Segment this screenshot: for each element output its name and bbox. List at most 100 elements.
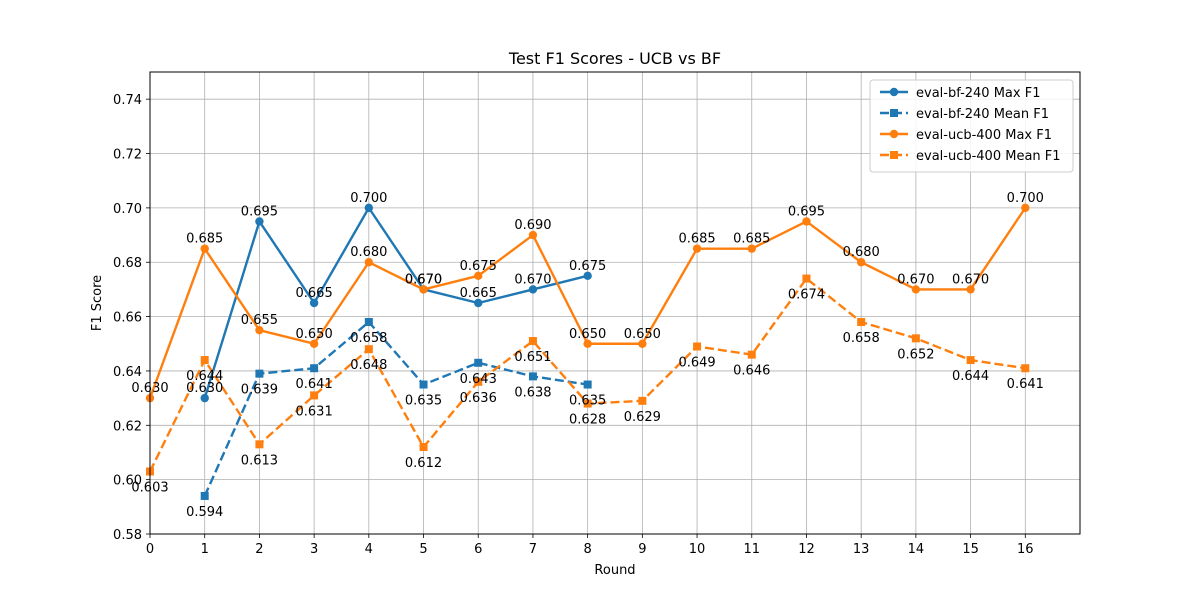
data-label: 0.695 (788, 204, 825, 219)
data-label: 0.650 (296, 327, 333, 342)
data-point-marker (638, 396, 647, 405)
data-point-marker (528, 372, 537, 381)
data-label: 0.635 (405, 394, 442, 409)
data-point-marker (747, 350, 756, 359)
data-point-marker (364, 318, 373, 327)
data-label: 0.650 (624, 327, 661, 342)
y-tick-label: 0.60 (113, 474, 142, 489)
data-label: 0.646 (733, 364, 770, 379)
legend-label: eval-bf-240 Mean F1 (916, 107, 1049, 122)
data-point-marker (200, 356, 209, 365)
data-label: 0.690 (514, 218, 551, 233)
y-tick-label: 0.72 (113, 148, 142, 163)
data-point-marker (309, 298, 319, 308)
data-label: 0.651 (514, 350, 551, 365)
y-tick-label: 0.64 (113, 365, 142, 380)
data-label: 0.630 (186, 381, 223, 396)
data-point-marker (966, 285, 975, 294)
data-label: 0.670 (897, 272, 934, 287)
data-point-marker (1021, 364, 1030, 373)
data-label: 0.685 (186, 232, 223, 247)
series-2 (145, 203, 1030, 403)
data-point-marker (966, 356, 975, 365)
data-label: 0.675 (569, 259, 606, 274)
y-tick-label: 0.62 (113, 419, 142, 434)
data-label: 0.685 (733, 232, 770, 247)
data-labels: 0.630 0.695 0.665 0.700 0.670 0.665 0.670 0.675… (131, 191, 1044, 520)
data-point-marker (583, 271, 592, 281)
data-label: 0.636 (460, 391, 497, 406)
data-point-marker (474, 298, 483, 308)
data-label: 0.665 (296, 286, 333, 301)
data-label: 0.613 (241, 453, 278, 468)
data-label: 0.655 (241, 313, 278, 328)
data-label: 0.700 (350, 191, 387, 206)
data-label: 0.631 (296, 404, 333, 419)
data-label: 0.670 (952, 272, 989, 287)
x-tick-label: 8 (584, 542, 592, 557)
data-point-marker (692, 244, 702, 253)
x-tick-label: 13 (853, 542, 870, 557)
x-tick-label: 10 (689, 542, 706, 557)
data-point-marker (583, 339, 592, 348)
data-point-marker (474, 271, 483, 281)
x-tick-label: 14 (908, 542, 925, 557)
x-tick-label: 7 (529, 542, 537, 557)
data-label: 0.675 (460, 259, 497, 274)
data-label: 0.641 (296, 377, 333, 392)
data-point-marker (364, 345, 373, 354)
data-point-marker (856, 258, 866, 267)
series-3 (146, 274, 1030, 476)
x-tick-label: 12 (798, 542, 815, 557)
data-point-marker (309, 339, 319, 348)
x-tick-label: 3 (310, 542, 318, 557)
data-label: 0.649 (678, 355, 715, 370)
legend-marker (890, 109, 898, 117)
plot-frame (149, 71, 1081, 535)
data-point-marker (474, 377, 483, 386)
legend-label: eval-ucb-400 Max F1 (916, 128, 1052, 143)
data-label: 0.594 (186, 505, 223, 520)
x-tick-label: 4 (365, 542, 373, 557)
data-point-marker (802, 217, 811, 226)
x-tick-label: 16 (1017, 542, 1034, 557)
data-point-marker (583, 399, 592, 408)
data-label: 0.635 (569, 394, 606, 409)
legend-label: eval-bf-240 Max F1 (916, 86, 1040, 101)
data-label: 0.680 (350, 245, 387, 260)
data-label: 0.695 (241, 204, 278, 219)
x-tick-label: 9 (638, 542, 646, 557)
y-tick-label: 0.70 (113, 202, 142, 217)
data-label: 0.648 (350, 358, 387, 373)
data-point-marker (200, 491, 209, 500)
data-point-marker (638, 339, 647, 348)
legend: eval-bf-240 Max F1 eval-bf-240 Mean F1 eva… (869, 79, 1074, 173)
data-point-marker (911, 285, 921, 294)
data-label: 0.700 (1007, 191, 1044, 206)
legend-label: eval-ucb-400 Mean F1 (916, 149, 1061, 164)
series-line (203, 320, 588, 497)
data-label: 0.650 (569, 327, 606, 342)
x-tick-label: 11 (743, 542, 760, 557)
data-label: 0.652 (897, 347, 934, 362)
x-tick-label: 2 (255, 542, 263, 557)
data-point-marker (419, 443, 428, 452)
data-point-marker (857, 318, 866, 327)
y-tick-label: 0.68 (113, 256, 142, 271)
data-label: 0.658 (843, 331, 880, 346)
data-point-marker (911, 334, 920, 343)
data-point-marker (200, 393, 209, 403)
data-point-marker (200, 244, 209, 253)
data-label: 0.670 (405, 272, 442, 287)
x-tick-label: 1 (201, 542, 209, 557)
data-point-marker (364, 258, 374, 267)
data-point-marker (528, 337, 537, 346)
data-label: 0.639 (241, 383, 278, 398)
data-label: 0.643 (460, 372, 497, 387)
data-label: 0.641 (1007, 377, 1044, 392)
x-tick-label: 5 (419, 542, 427, 557)
legend-box (869, 79, 1074, 173)
axis-ticks: 0 1 2 3 4 5 6 7 8 9 10 11 12 13 14 15 160.580.600.620.64… (113, 93, 1034, 557)
legend-marker (890, 151, 898, 159)
